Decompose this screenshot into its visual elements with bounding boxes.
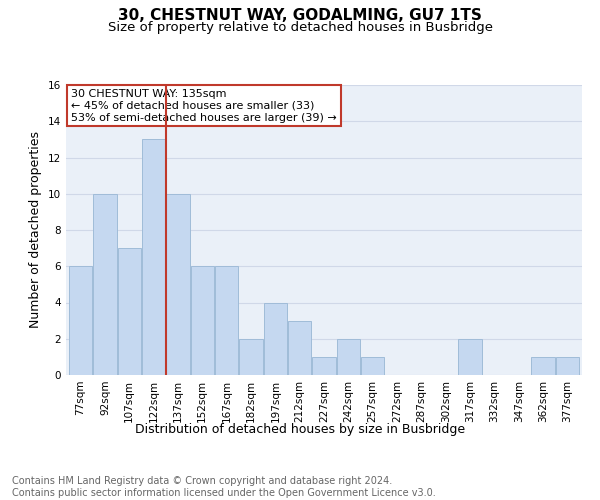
- Bar: [215, 266, 238, 375]
- Bar: [556, 357, 579, 375]
- Bar: [239, 339, 263, 375]
- Text: 30, CHESTNUT WAY, GODALMING, GU7 1TS: 30, CHESTNUT WAY, GODALMING, GU7 1TS: [118, 8, 482, 22]
- Text: 30 CHESTNUT WAY: 135sqm
← 45% of detached houses are smaller (33)
53% of semi-de: 30 CHESTNUT WAY: 135sqm ← 45% of detache…: [71, 90, 337, 122]
- Y-axis label: Number of detached properties: Number of detached properties: [29, 132, 43, 328]
- Bar: [142, 140, 165, 375]
- Text: Distribution of detached houses by size in Busbridge: Distribution of detached houses by size …: [135, 422, 465, 436]
- Bar: [69, 266, 92, 375]
- Bar: [458, 339, 482, 375]
- Bar: [264, 302, 287, 375]
- Text: Size of property relative to detached houses in Busbridge: Size of property relative to detached ho…: [107, 21, 493, 34]
- Bar: [191, 266, 214, 375]
- Bar: [532, 357, 554, 375]
- Bar: [313, 357, 335, 375]
- Bar: [361, 357, 384, 375]
- Bar: [166, 194, 190, 375]
- Text: Contains HM Land Registry data © Crown copyright and database right 2024.
Contai: Contains HM Land Registry data © Crown c…: [12, 476, 436, 498]
- Bar: [337, 339, 360, 375]
- Bar: [288, 320, 311, 375]
- Bar: [94, 194, 116, 375]
- Bar: [118, 248, 141, 375]
